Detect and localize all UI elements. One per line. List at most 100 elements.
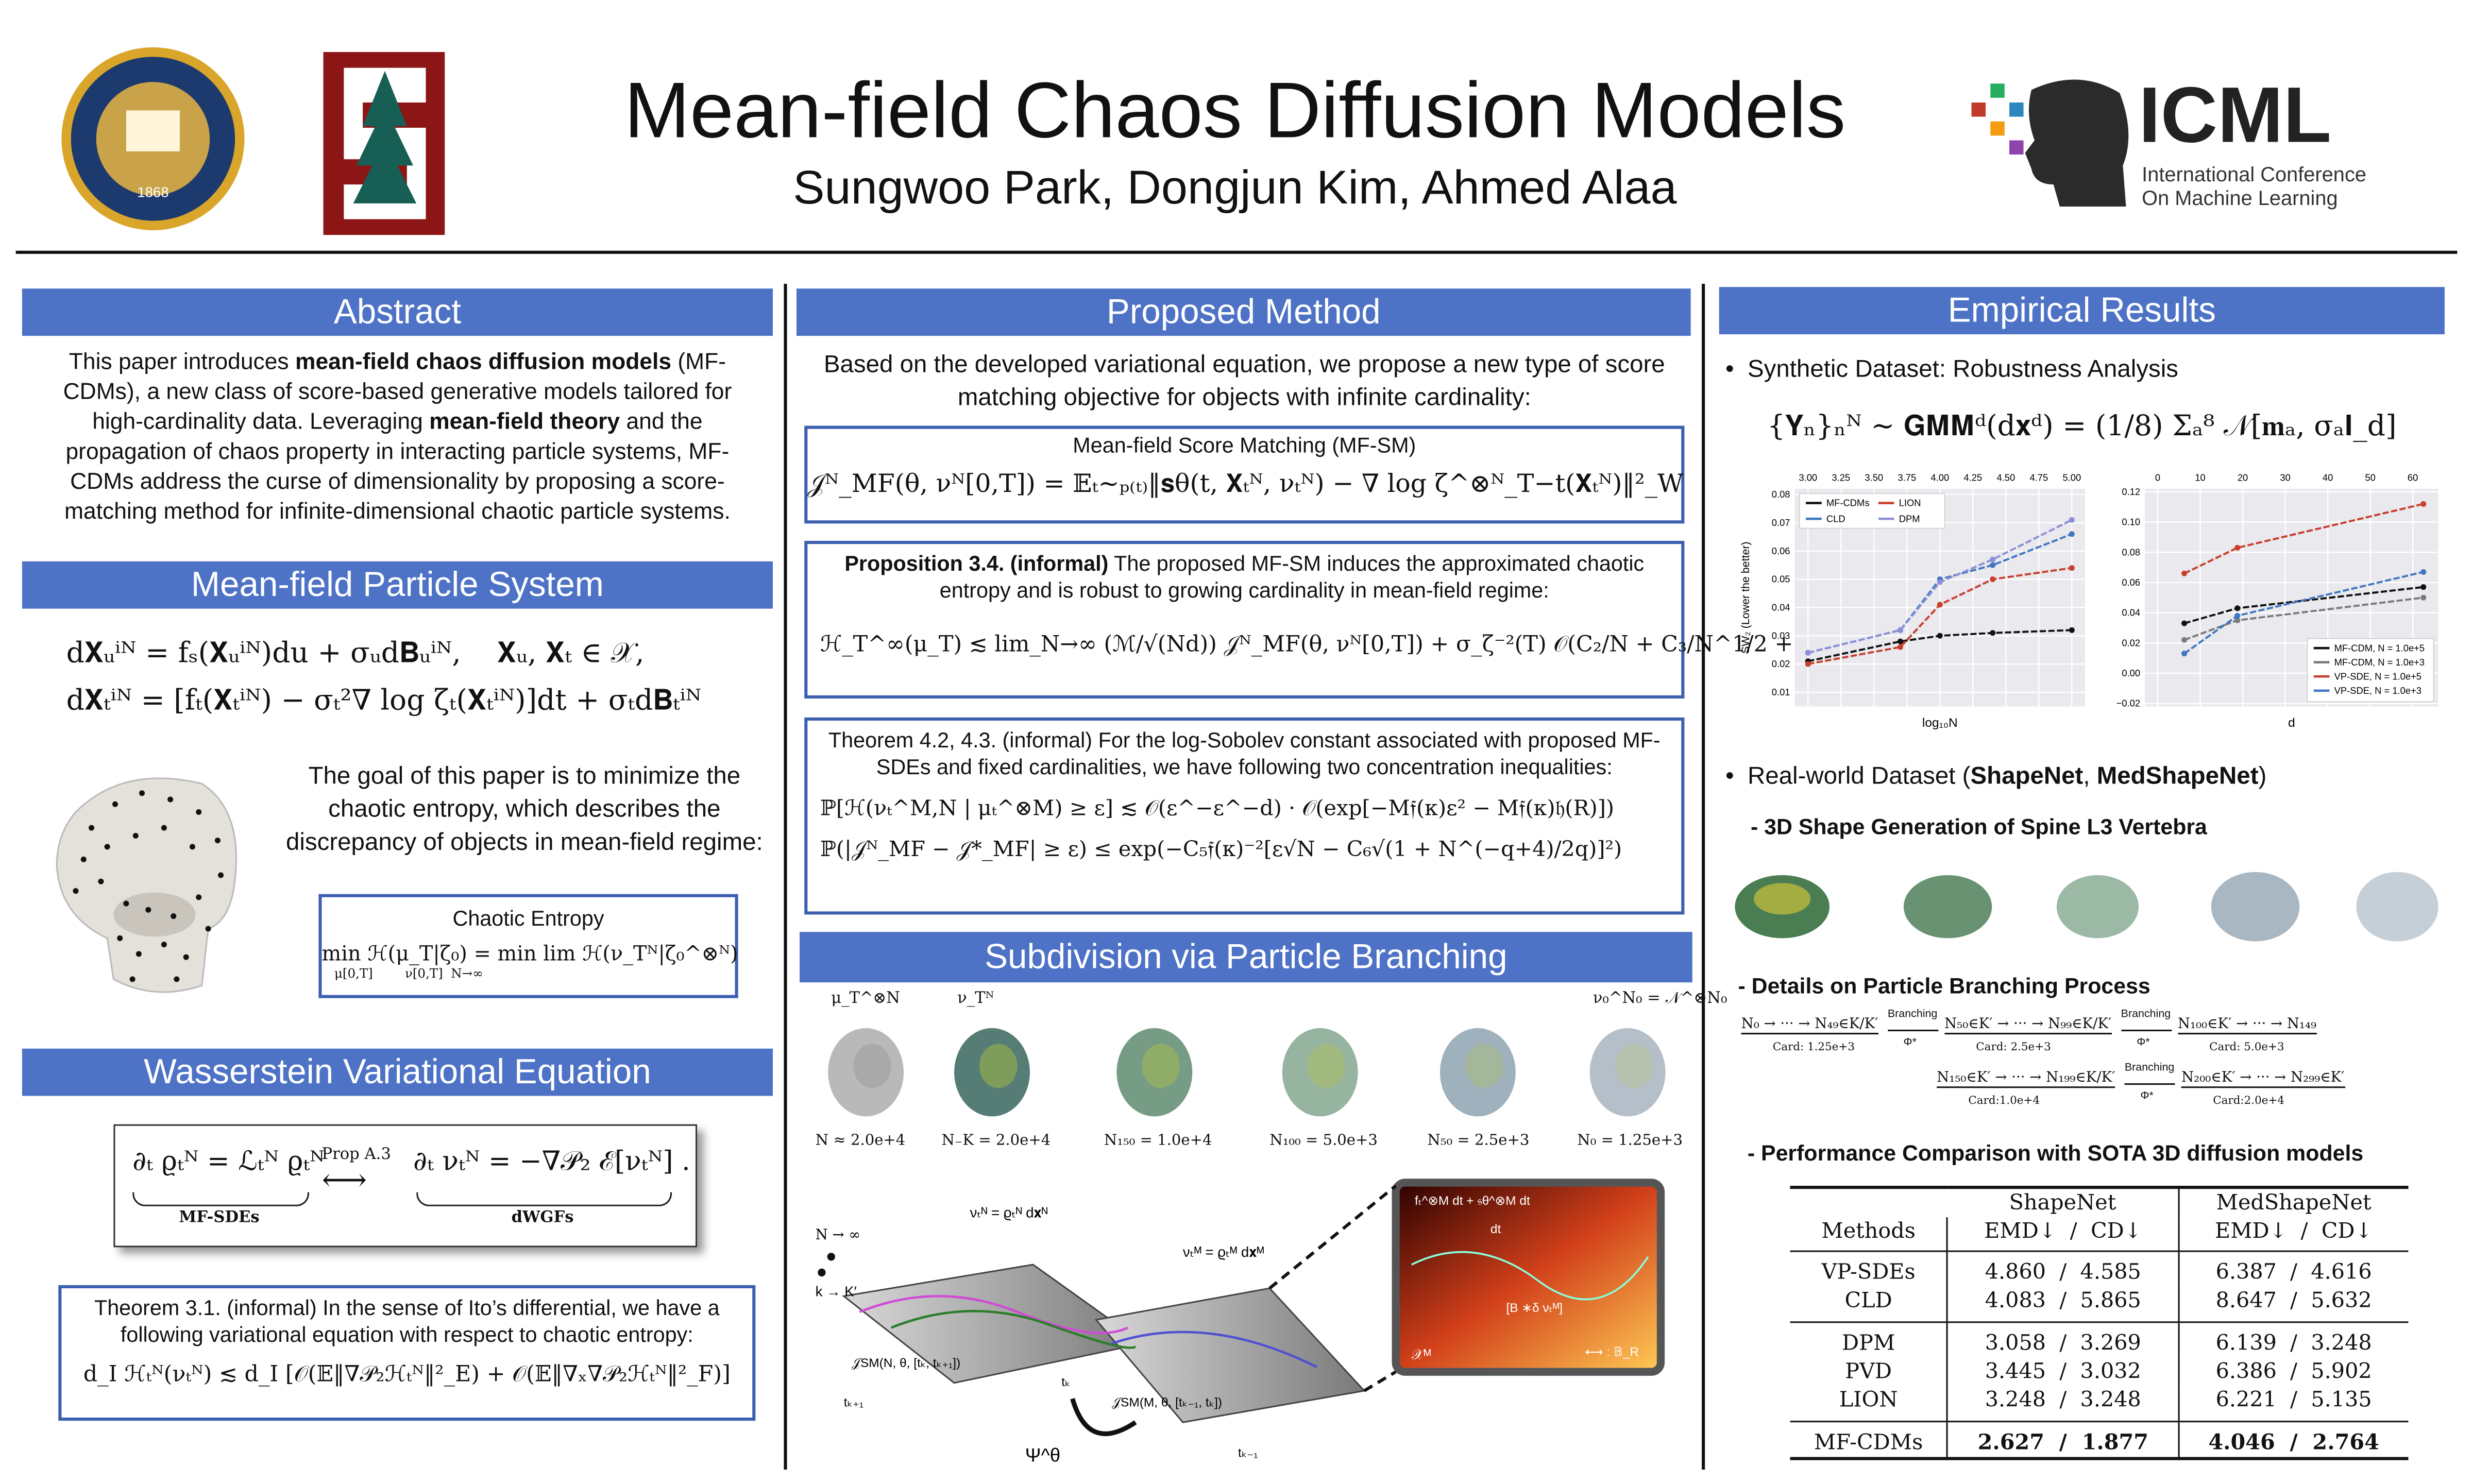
cloud (954, 1028, 1030, 1117)
y-tick-label: −0.02 (2116, 698, 2140, 709)
subheading: - Details on Particle Branching Process (1738, 973, 2150, 998)
label: 𝒥SM(M, θ, [tₖ₋₁, tₖ]) (1112, 1396, 1222, 1410)
cloud-highlight (1307, 1044, 1346, 1088)
cell: 6.386 / 5.902 (2215, 1359, 2372, 1385)
sde-equations: d𝐗ᵤⁱᴺ = fₛ(𝐗ᵤⁱᴺ)du + σᵤd𝐁ᵤⁱᴺ, 𝐗ᵤ, 𝐗ₜ ∈ 𝒳… (66, 630, 702, 725)
data-row: LION 3.248 / 3.248 6.221 / 5.135 (1790, 1386, 2409, 1423)
cloud-highlight (1142, 1044, 1180, 1088)
label: fₜ^⊗M dt + 𝔰θ^⊗M dt (1415, 1194, 1530, 1208)
generated-shapes (1735, 872, 2438, 942)
data-point (2420, 594, 2427, 601)
abstract-text: This paper introduces mean-field chaos d… (35, 349, 760, 528)
text: For the log-Sobolev constant associated … (876, 728, 1661, 779)
table: ShapeNet MedShapeNet Methods EMD↓ / CD↓ EMD↓… (1790, 1186, 2409, 1460)
cell: 3.445 / 3.032 (1947, 1357, 2179, 1386)
data-point (1990, 630, 1996, 636)
pixel (1990, 83, 2005, 98)
y-tick-label: 0.05 (1772, 574, 1790, 585)
panel-bottom-label: N₀ = 1.25e+3 (1577, 1132, 1683, 1150)
pixel (1990, 121, 2005, 136)
emphasis: mean-field chaos diffusion models (295, 350, 672, 376)
cloud-highlight (979, 1044, 1018, 1088)
legend-label: CLD (1826, 513, 1845, 524)
card: Card:2.0e+4 (2213, 1094, 2284, 1107)
text: The proposed MF-SM induces the approxima… (939, 552, 1645, 603)
theorem-box: Theorem 3.1. (informal) In the sense of … (58, 1285, 756, 1421)
berkeley-year: 1868 (137, 184, 168, 200)
branching-arrow (2121, 1029, 2172, 1032)
icml-subtitle-line: On Machine Learning (2142, 186, 2338, 210)
x-tick-label: 3.75 (1898, 472, 1916, 483)
x-tick-label: 3.25 (1832, 472, 1850, 483)
x-tick-label: 60 (2408, 472, 2418, 483)
data-row: MF-CDMs 2.627 / 1.877 4.046 / 2.764 (1790, 1421, 2408, 1459)
x-tick-label: 3.00 (1799, 472, 1817, 483)
box-subscripts: μ[0,T] ν[0,T] N→∞ (334, 966, 483, 981)
theorem-box: Theorem 4.2, 4.3. (informal) For the log… (804, 717, 1685, 915)
panel-top-label: ν_Tᴺ (957, 990, 994, 1008)
card: Card: 2.5e+3 (1976, 1040, 2051, 1053)
theorem-text: Theorem 4.2, 4.3. (informal) For the log… (820, 727, 1669, 780)
mfsm-box: Mean-field Score Matching (MF-SM) 𝒥ᴺ_MF(… (804, 425, 1685, 524)
point-cloud (954, 1028, 1030, 1117)
chaotic-entropy-box: Chaotic Entropy min ℋ(μ_T|ζ₀) = min lim … (318, 894, 738, 998)
text: Real-world Dataset ( (1747, 763, 1971, 790)
box-equation: 𝒥ᴺ_MF(θ, νᴺ[0,T]) = 𝔼ₜ∼ₚ₍ₜ₎‖𝐬θ(t, 𝐗ₜᴺ, ν… (807, 468, 1684, 499)
x-tick-label: 4.25 (1963, 472, 1982, 483)
dataset: ShapeNet (1970, 763, 2084, 790)
data-point (1897, 638, 1904, 644)
text: ) (2258, 763, 2267, 790)
proposition-box: Proposition 3.4. (informal) The proposed… (804, 541, 1916, 699)
header-row: Methods EMD↓ / CD↓ EMD↓ / CD↓ (1790, 1217, 2409, 1252)
data-point (1937, 579, 1943, 585)
cell: 6.139 / 3.248 (2215, 1331, 2372, 1356)
branching-op: Φ* (2140, 1091, 2154, 1102)
trajectory (1111, 1331, 1318, 1369)
cell: 4.083 / 5.865 (1947, 1286, 2179, 1323)
goal-text: The goal of this paper is to minimize th… (285, 763, 763, 857)
label: 𝒥SM(N, θ, [tₖ, tₖ₊₁]) (852, 1356, 960, 1370)
branching-label: Branching (2124, 1063, 2175, 1074)
data-point (2234, 612, 2241, 619)
point-cloud (1282, 1028, 1358, 1117)
branching-diagram: N → ∞ k → K′ νₜᴺ = ϱₜᴺ d𝐱ᴺ νₜᴹ = ϱₜᴹ d𝐱ᴹ… (816, 1179, 1665, 1466)
x-tick-label: 4.75 (2029, 472, 2048, 483)
legend-label: DPM (1899, 513, 1920, 524)
legend-label: VP-SDE, N = 1.0e+5 (2334, 671, 2421, 681)
data-point (2181, 620, 2188, 626)
map-arrow (1070, 1398, 1137, 1437)
text: and the propagation of chaos property in… (64, 410, 731, 525)
x-axis-label: d (2288, 716, 2295, 730)
shape (2211, 872, 2300, 942)
brace (132, 1192, 309, 1206)
label: νₜᴺ = ϱₜᴺ d𝐱ᴺ (970, 1204, 1048, 1220)
head-silhouette (2025, 79, 2129, 207)
label: ⟷ : 𝔹_R (1585, 1345, 1639, 1359)
cell: DPM (1790, 1322, 1949, 1358)
cell: 8.647 / 5.632 (2178, 1286, 2409, 1323)
subheading: - Performance Comparison with SOTA 3D di… (1747, 1140, 2364, 1166)
legend-label: MF-CDMs (1826, 498, 1870, 508)
x-tick-label: 50 (2365, 472, 2375, 483)
branching-label: Branching (1887, 1009, 1938, 1020)
text: , (2083, 763, 2097, 790)
icml-mark (1971, 79, 2129, 207)
skull (56, 777, 237, 993)
cell: 3.058 / 3.269 (1947, 1322, 2179, 1358)
label: tₖ₊₁ (844, 1396, 863, 1410)
cell: VP-SDEs (1790, 1251, 1949, 1287)
panel-bottom-label: N₋K = 2.0e+4 (941, 1132, 1051, 1150)
data-point (1937, 633, 1943, 639)
pixel (1971, 102, 1986, 117)
cloud (1439, 1028, 1516, 1117)
y-tick-label: 0.08 (1772, 489, 1790, 500)
cell: 6.387 / 4.616 (2215, 1259, 2372, 1285)
data-point (1897, 627, 1904, 633)
data-row: VP-SDEs 4.860 / 4.585 6.387 / 4.616 (1790, 1251, 2408, 1287)
point-cloud (1116, 1028, 1193, 1117)
proposition-text: Proposition 3.4. (informal) The proposed… (820, 550, 1669, 604)
data-point (2069, 627, 2075, 633)
label: tₖ (1061, 1375, 1070, 1389)
y-tick-label: 0.02 (2122, 637, 2140, 648)
